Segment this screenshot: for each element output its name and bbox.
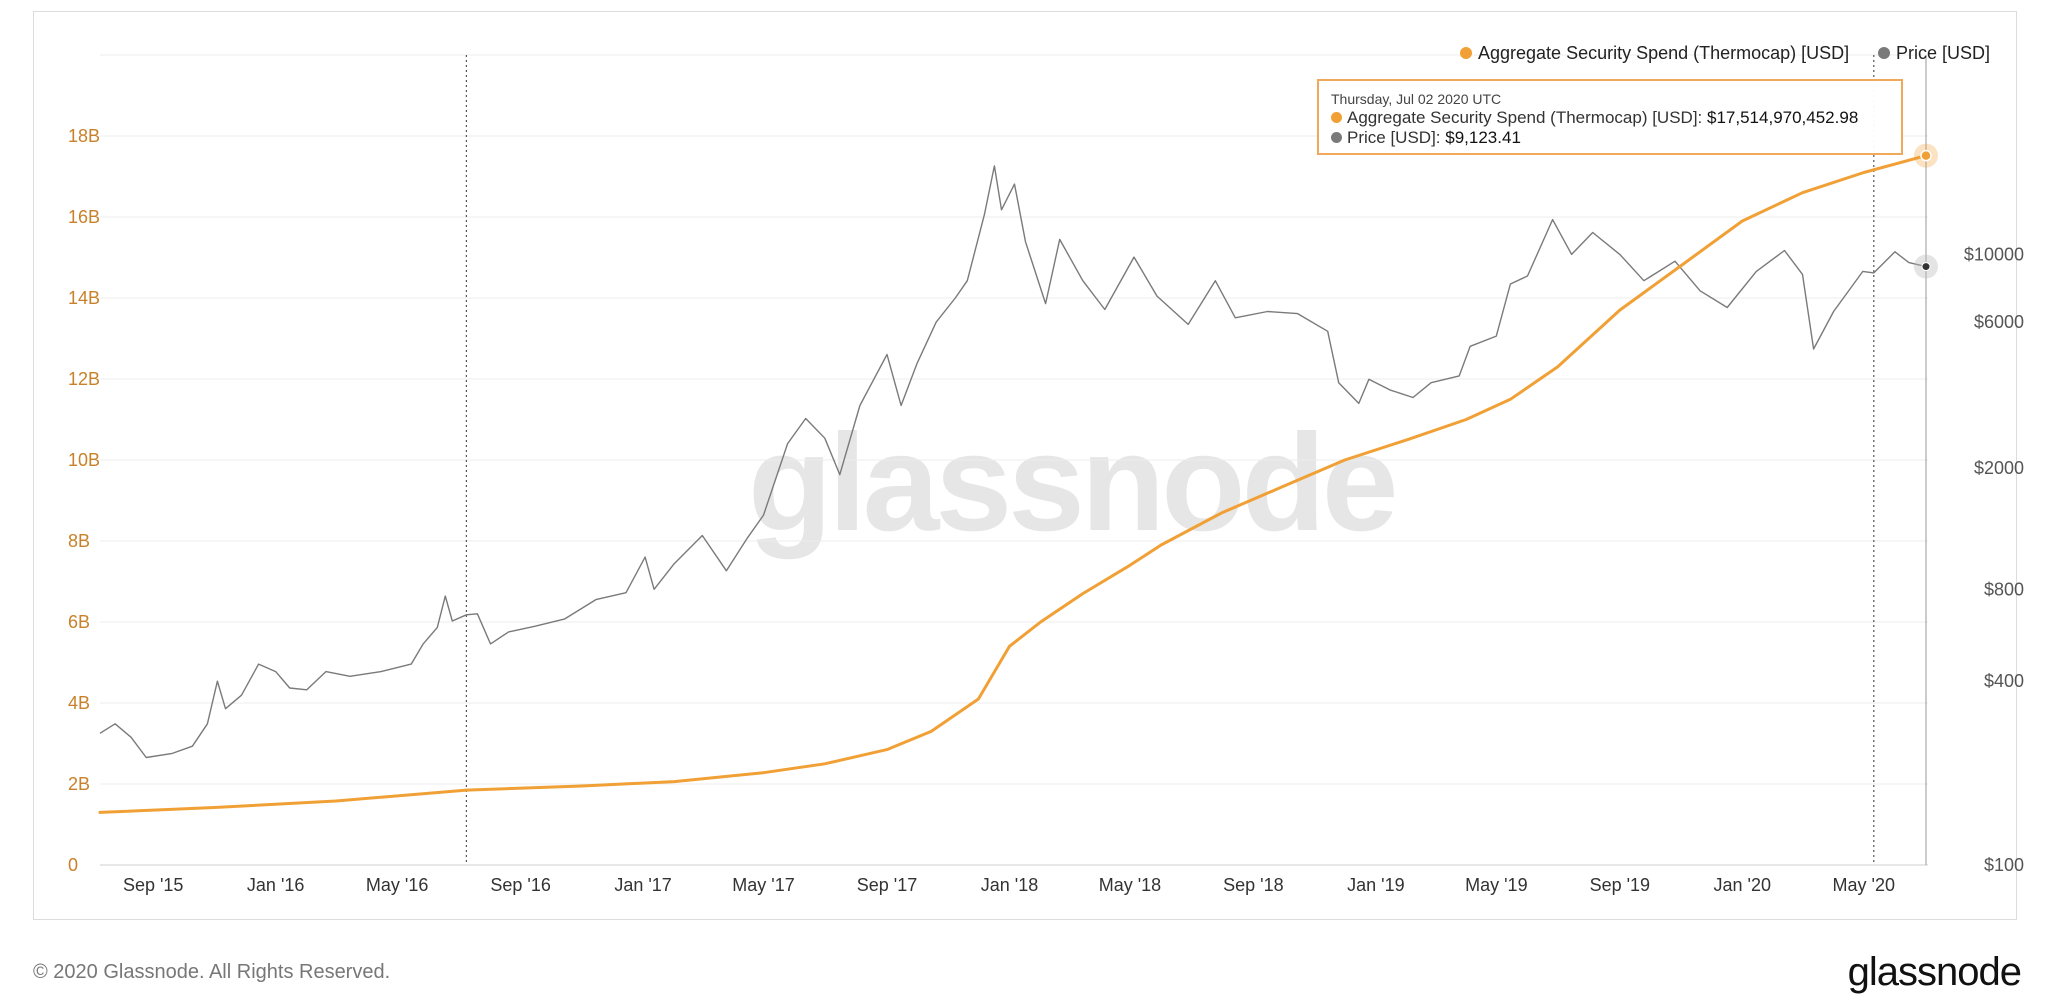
right-axis-tick-label: $6000 [1974, 312, 2024, 332]
right-axis-tick-label: $2000 [1974, 458, 2024, 478]
series-line-thermocap [98, 154, 1928, 814]
left-axis-tick-label: 0 [68, 855, 78, 875]
right-axis-tick-label: $800 [1984, 579, 2024, 599]
tooltip-dot-price [1331, 132, 1342, 143]
legend-dot-thermocap [1460, 47, 1472, 59]
x-axis-tick-label: Jan '18 [981, 875, 1038, 895]
x-axis-tick-label: May '19 [1465, 875, 1527, 895]
left-axis-tick-label: 16B [68, 207, 100, 227]
x-axis-tick-label: May '18 [1099, 875, 1161, 895]
legend-label-thermocap: Aggregate Security Spend (Thermocap) [US… [1478, 43, 1850, 63]
left-axis-tick-label: 14B [68, 288, 100, 308]
left-axis-tick-label: 2B [68, 774, 90, 794]
tooltip-row-thermocap: Aggregate Security Spend (Thermocap) [US… [1331, 108, 1889, 128]
hover-marker-price [1921, 262, 1931, 272]
right-axis-tick-label: $400 [1984, 671, 2024, 691]
left-axis-tick-label: 4B [68, 693, 90, 713]
tooltip-value-thermocap: $17,514,970,452.98 [1707, 108, 1859, 127]
tooltip-label-thermocap: Aggregate Security Spend (Thermocap) [US… [1347, 108, 1703, 127]
hover-marker-thermocap [1920, 149, 1932, 162]
x-axis-tick-label: Sep '15 [123, 875, 184, 895]
tooltip-label-price: Price [USD]: [1347, 128, 1441, 147]
tooltip-dot-thermocap [1331, 112, 1342, 123]
tooltip-row-price: Price [USD]: $9,123.41 [1331, 128, 1889, 148]
left-axis-tick-label: 6B [68, 612, 90, 632]
x-axis-tick-label: Sep '19 [1590, 875, 1651, 895]
left-axis-tick-label: 12B [68, 369, 100, 389]
right-axis-tick-label: $100 [1984, 855, 2024, 875]
x-axis-tick-label: Sep '16 [490, 875, 551, 895]
right-axis-tick-label: $10000 [1964, 244, 2024, 264]
series-line-price [99, 165, 1927, 759]
x-axis-tick-label: Sep '18 [1223, 875, 1284, 895]
copyright-text: © 2020 Glassnode. All Rights Reserved. [33, 961, 391, 983]
x-axis-tick-label: Jan '16 [247, 875, 304, 895]
legend-item-thermocap[interactable]: Aggregate Security Spend (Thermocap) [US… [1460, 43, 1849, 64]
tooltip-value-price: $9,123.41 [1445, 128, 1521, 147]
left-axis-tick-label: 10B [68, 450, 100, 470]
x-axis-tick-label: Jan '20 [1714, 875, 1771, 895]
legend-label-price: Price [USD] [1896, 43, 1991, 63]
left-axis-tick-label: 18B [68, 126, 100, 146]
legend-item-price[interactable]: Price [USD] [1878, 43, 1990, 64]
glassnode-logo[interactable]: glassnode [1847, 950, 2022, 994]
tooltip-date: Thursday, Jul 02 2020 UTC [1331, 91, 1502, 107]
x-axis-tick-label: May '20 [1833, 875, 1895, 895]
chart-frame [33, 11, 2017, 920]
left-axis-tick-label: 8B [68, 531, 90, 551]
x-axis-tick-label: May '17 [732, 875, 794, 895]
legend-dot-price [1878, 47, 1890, 59]
tooltip: Thursday, Jul 02 2020 UTC Aggregate Secu… [1317, 79, 1903, 155]
x-axis-tick-label: Jan '19 [1347, 875, 1404, 895]
x-axis-tick-label: Jan '17 [614, 875, 671, 895]
x-axis-tick-label: May '16 [366, 875, 428, 895]
x-axis-tick-label: Sep '17 [857, 875, 918, 895]
